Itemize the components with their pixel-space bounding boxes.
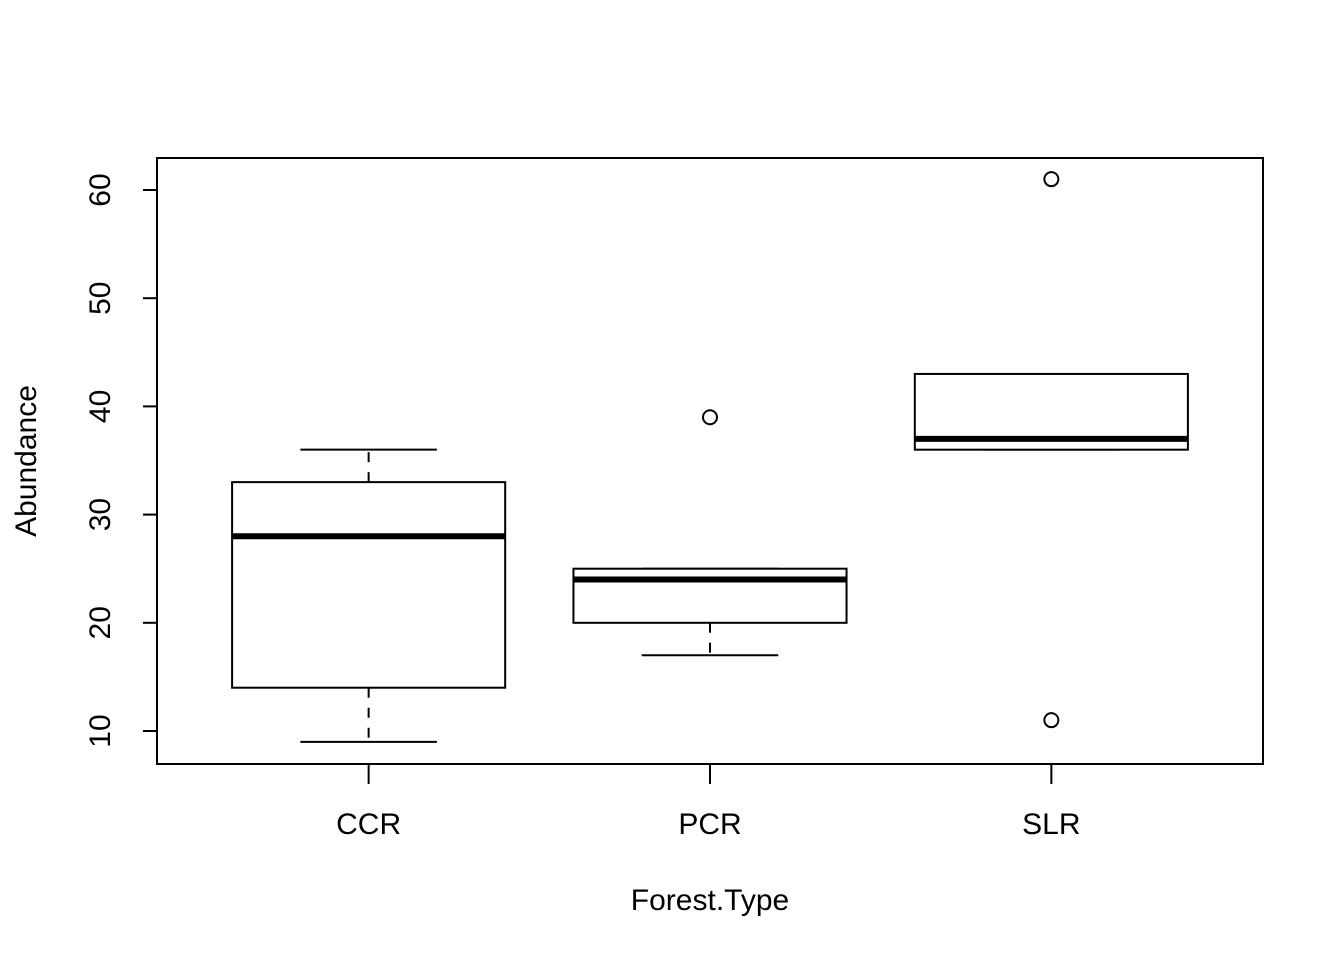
box-series (231, 171, 1189, 743)
x-tick-label: CCR (336, 808, 401, 841)
x-axis-title: Forest.Type (631, 884, 789, 917)
y-tick-label: 30 (84, 498, 117, 531)
y-tick-label: 50 (84, 282, 117, 315)
outlier-point (1043, 712, 1060, 729)
box-ccr (231, 448, 507, 743)
x-axis: CCR PCR SLR (336, 764, 1081, 841)
y-tick-label: 60 (84, 173, 117, 206)
y-tick-label: 40 (84, 390, 117, 423)
y-axis-title: Abundance (10, 385, 43, 537)
box-slr (913, 171, 1189, 729)
x-tick-label: PCR (678, 808, 741, 841)
box-pcr (572, 409, 848, 657)
x-tick-label: SLR (1022, 808, 1080, 841)
outlier-point (1043, 171, 1060, 188)
iqr-box (231, 481, 507, 689)
outlier-point (702, 409, 718, 426)
y-tick-label: 10 (84, 714, 117, 747)
y-axis: 10 20 30 40 50 60 (84, 173, 158, 748)
y-tick-label: 20 (84, 606, 117, 639)
